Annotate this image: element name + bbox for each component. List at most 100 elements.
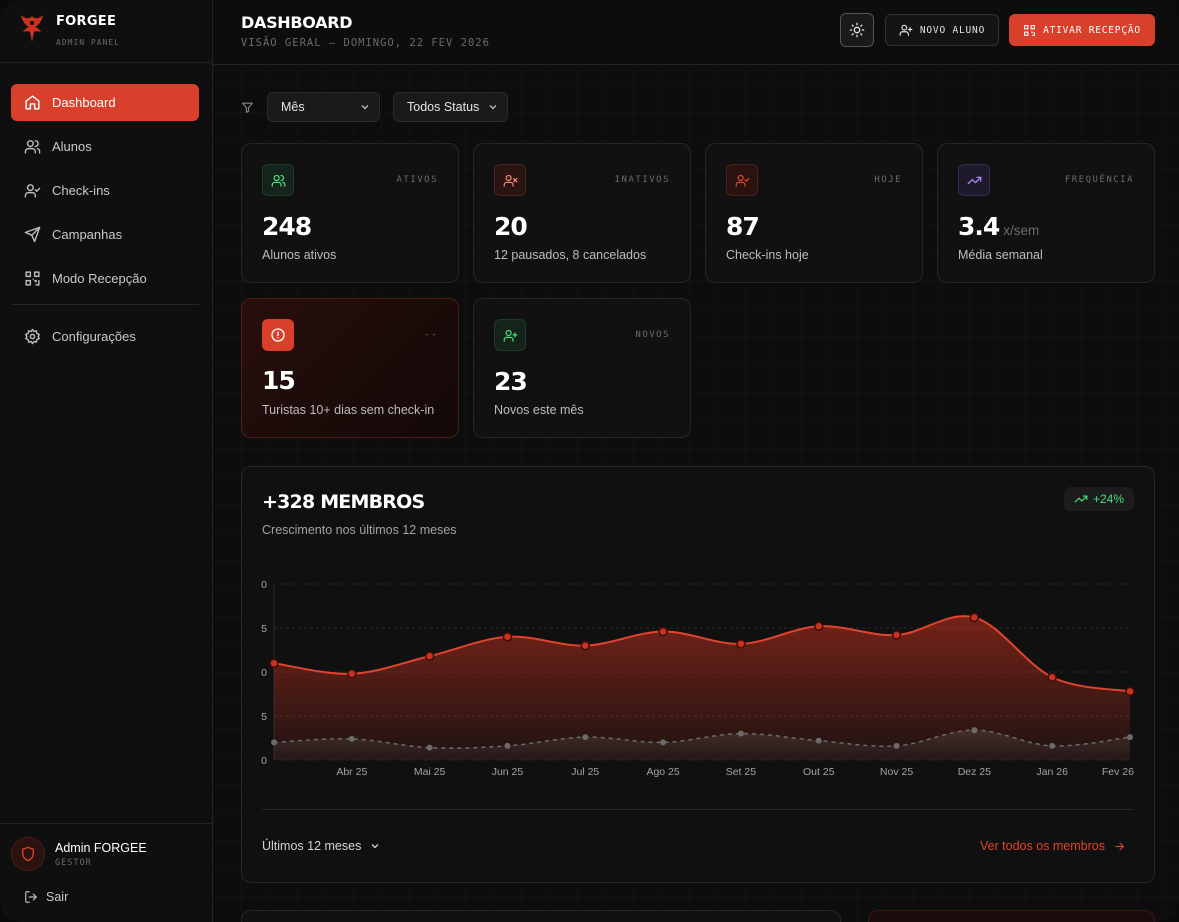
- stat-card-frequencia[interactable]: FREQUÊNCIA 3.4 x/sem Média semanal: [937, 143, 1155, 283]
- data-point-secundaria: [582, 734, 589, 741]
- data-point-secundaria: [271, 739, 277, 746]
- x-tick-label: Set 25: [726, 766, 757, 778]
- data-point-secundaria: [660, 739, 667, 746]
- x-tick-label: Jun 25: [492, 766, 524, 778]
- sidebar-item-label: Campanhas: [52, 227, 123, 242]
- filter-icon: [242, 102, 253, 113]
- stat-value: 3.4 x/sem: [958, 212, 1039, 241]
- period-select[interactable]: Mês: [267, 92, 380, 122]
- y-tick-label: 0: [261, 579, 267, 591]
- stat-label: Check-ins hoje: [726, 248, 809, 262]
- theme-toggle-button[interactable]: [840, 13, 874, 47]
- status-select-value: Todos Status: [407, 100, 480, 114]
- stat-value: 248: [262, 212, 312, 241]
- nav-divider: [11, 304, 199, 305]
- novo-aluno-button[interactable]: NOVO ALUNO: [885, 14, 999, 46]
- sidebar-item-configuracoes[interactable]: Configurações: [11, 318, 199, 355]
- data-point-membros: [1047, 672, 1057, 683]
- series-area-membros: [274, 616, 1130, 760]
- sun-icon: [849, 22, 865, 38]
- avatar: [11, 837, 45, 871]
- brand-name: FORGEE: [56, 14, 117, 29]
- sidebar-item-checkins[interactable]: Check-ins: [11, 172, 199, 209]
- divider: [262, 809, 1134, 810]
- stat-label: Turistas 10+ dias sem check-in: [262, 403, 435, 417]
- data-point-secundaria: [348, 735, 355, 742]
- trending-up-icon: [1074, 495, 1088, 503]
- see-all-label: Ver todos os membros: [979, 839, 1105, 853]
- bottom-card-left: [241, 910, 841, 922]
- user-plus-icon: [503, 329, 517, 342]
- data-point-secundaria: [815, 737, 822, 744]
- logout-label: Sair: [46, 890, 69, 904]
- data-point-membros: [1125, 686, 1135, 697]
- stat-card-ativos[interactable]: ATIVOS 248 Alunos ativos: [241, 143, 459, 283]
- stat-value: 15: [262, 366, 296, 395]
- brand[interactable]: FORGEE ADMIN PANEL: [20, 12, 120, 47]
- sidebar-item-dashboard[interactable]: Dashboard: [11, 84, 199, 121]
- user-x-icon: [503, 174, 517, 187]
- x-tick-label: Jan 26: [1036, 766, 1068, 778]
- sidebar-item-modo-recepcao[interactable]: Modo Recepção: [11, 260, 199, 297]
- stat-tag: INATIVOS: [614, 175, 670, 185]
- stat-icon-box: [262, 164, 294, 196]
- y-tick-label: 5: [261, 623, 267, 635]
- brand-subtitle: ADMIN PANEL: [56, 38, 120, 47]
- divider: [0, 62, 212, 63]
- users-icon: [271, 174, 285, 187]
- growth-chart: 0 5 0 5 0 Abr 25 Mai 25 Jun 25 Jul 25 Ago 25 Set …: [261, 579, 1135, 778]
- growth-change-value: +24%: [1092, 492, 1124, 506]
- period-select-value: Mês: [281, 100, 305, 114]
- x-tick-label: Nov 25: [880, 766, 913, 778]
- user-profile[interactable]: Admin FORGEE GESTOR: [11, 837, 147, 871]
- status-select[interactable]: Todos Status: [393, 92, 508, 122]
- stat-card-inativos[interactable]: INATIVOS 20 12 pausados, 8 cancelados: [473, 143, 691, 283]
- period-range-select[interactable]: Últimos 12 meses: [262, 839, 381, 853]
- logout-icon: [25, 891, 37, 903]
- data-point-membros: [424, 651, 435, 661]
- stat-card-turistas[interactable]: -- 15 Turistas 10+ dias sem check-in: [241, 298, 459, 438]
- x-tick-label: Jul 25: [571, 766, 599, 778]
- stat-tag: ATIVOS: [396, 175, 438, 185]
- home-icon: [25, 95, 40, 110]
- sidebar-item-alunos[interactable]: Alunos: [11, 128, 199, 165]
- data-point-secundaria: [426, 744, 433, 751]
- stat-icon-box: [494, 164, 526, 196]
- data-point-membros: [969, 612, 980, 623]
- bottom-card-right: [868, 910, 1155, 922]
- stat-tag: FREQUÊNCIA: [1064, 175, 1134, 185]
- stat-value: 87: [726, 212, 760, 241]
- page-subtitle: VISÃO GERAL — DOMINGO, 22 FEV 2026: [241, 37, 490, 49]
- sidebar-item-campanhas[interactable]: Campanhas: [11, 216, 199, 253]
- data-point-membros: [813, 621, 824, 631]
- stat-number: 248: [262, 212, 312, 241]
- sidebar-item-label: Alunos: [52, 139, 92, 154]
- logout-button[interactable]: Sair: [24, 890, 68, 904]
- stat-value: 23: [494, 367, 528, 396]
- ativar-recepcao-label: ATIVAR RECEPÇÃO: [1043, 24, 1141, 36]
- data-point-secundaria: [737, 730, 744, 737]
- stat-icon-box: [726, 164, 758, 196]
- stat-label: Alunos ativos: [262, 248, 337, 262]
- stat-card-novos[interactable]: NOVOS 23 Novos este mês: [473, 298, 691, 438]
- data-point-membros: [736, 639, 746, 649]
- x-tick-label: Ago 25: [646, 766, 679, 778]
- main-content: DASHBOARD VISÃO GERAL — DOMINGO, 22 FEV …: [213, 0, 1179, 922]
- y-tick-label: 0: [261, 755, 267, 767]
- data-point-membros: [891, 630, 902, 640]
- stat-label: 12 pausados, 8 cancelados: [494, 248, 647, 262]
- x-tick-label: Dez 25: [958, 766, 991, 778]
- users-icon: [24, 140, 41, 154]
- stat-number: 20: [494, 212, 528, 241]
- stat-card-hoje[interactable]: HOJE 87 Check-ins hoje: [705, 143, 923, 283]
- ativar-recepcao-button[interactable]: ATIVAR RECEPÇÃO: [1009, 14, 1155, 46]
- data-point-secundaria: [971, 727, 978, 734]
- stat-number: 3.4: [958, 212, 1000, 241]
- x-tick-label: Abr 25: [336, 766, 367, 778]
- data-point-membros: [580, 640, 591, 651]
- x-tick-label: Fev 26: [1102, 766, 1134, 778]
- see-all-members-link[interactable]: Ver todos os membros: [980, 839, 1126, 853]
- data-point-secundaria: [1049, 742, 1056, 749]
- stat-label: Novos este mês: [494, 403, 584, 417]
